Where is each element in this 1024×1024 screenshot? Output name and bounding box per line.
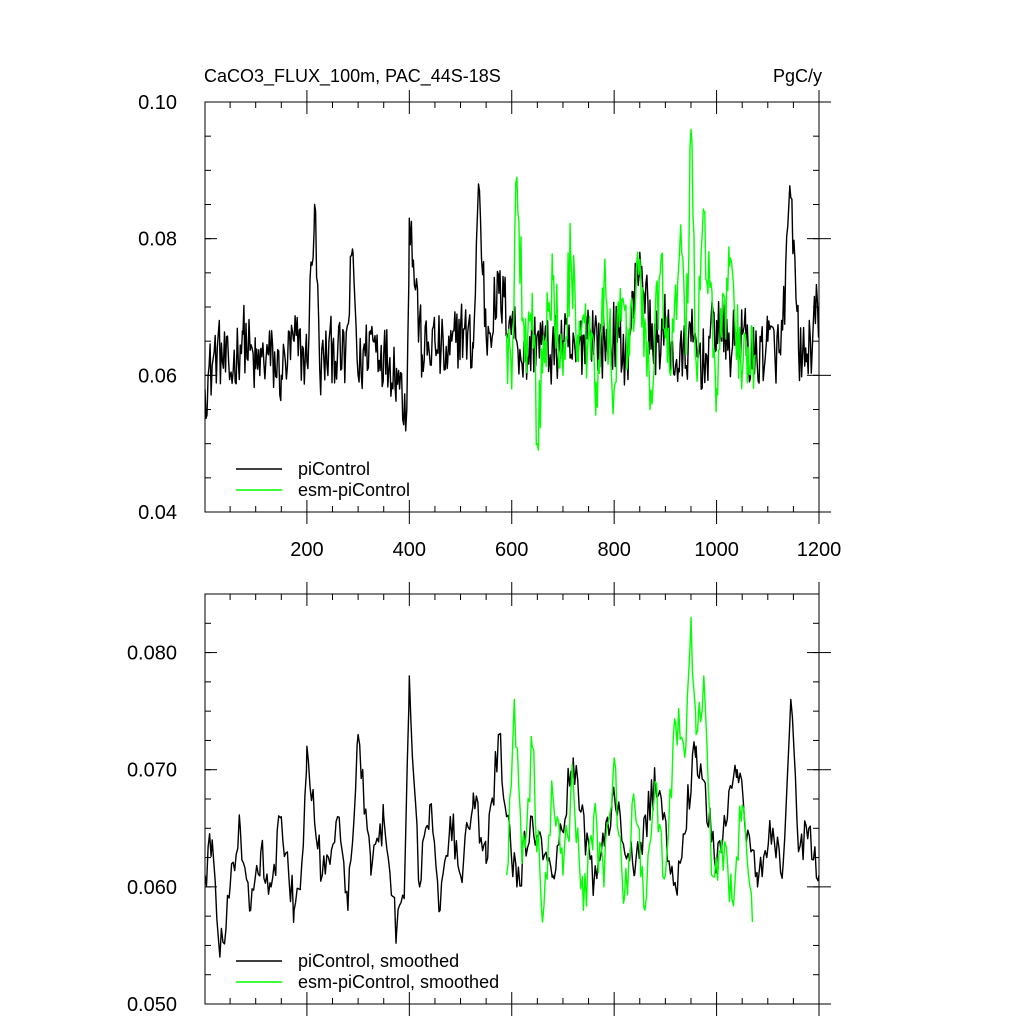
- top-plot-frame: [204, 101, 820, 513]
- series-line-esm-picontrol: [505, 128, 756, 451]
- bottom-plot-frame: [204, 593, 820, 1005]
- top-series-group: [205, 128, 819, 451]
- x-tick-label: 1200: [797, 539, 842, 561]
- y-tick-label: 0.060: [127, 877, 177, 899]
- y-tick-label: 0.070: [127, 760, 177, 782]
- y-tick-label: 0.08: [138, 229, 177, 251]
- series-line-picontrol-smoothed: [205, 675, 819, 958]
- legend-label-picontrol: piControl: [298, 459, 370, 479]
- top-panel: CaCO3_FLUX_100m, PAC_44S-18S PgC/y 0.040…: [138, 66, 841, 561]
- y-tick-label: 0.080: [127, 643, 177, 665]
- bottom-axis-ticks: 0.050 0.060 0.070 0.080: [127, 582, 831, 1016]
- y-tick-label: 0.050: [127, 994, 177, 1016]
- bottom-legend: piControl, smoothed esm-piControl, smoot…: [236, 951, 499, 992]
- x-tick-label: 400: [393, 539, 426, 561]
- series-line-picontrol: [205, 183, 819, 432]
- bottom-panel: 0.050 0.060 0.070 0.080 piControl, smoothed…: [127, 582, 831, 1016]
- legend-label-picontrol-smoothed: piControl, smoothed: [298, 951, 459, 971]
- y-tick-label: 0.10: [138, 92, 177, 114]
- chart-title: CaCO3_FLUX_100m, PAC_44S-18S: [204, 66, 501, 87]
- y-tick-label: 0.04: [138, 502, 177, 524]
- top-axis-ticks: 0.04 0.06 0.08 0.10 200 400 600 800 1000 1200: [138, 90, 841, 561]
- x-tick-label: 200: [290, 539, 323, 561]
- series-line-esm-picontrol-smoothed: [505, 616, 754, 923]
- bottom-series-group: [205, 616, 819, 958]
- legend-label-esm-picontrol-smoothed: esm-piControl, smoothed: [298, 972, 499, 992]
- top-legend: piControl esm-piControl: [236, 459, 410, 500]
- x-tick-label: 1000: [694, 539, 739, 561]
- y-tick-label: 0.06: [138, 365, 177, 387]
- x-tick-label: 800: [597, 539, 630, 561]
- x-tick-label: 600: [495, 539, 528, 561]
- legend-label-esm-picontrol: esm-piControl: [298, 480, 410, 500]
- units-label: PgC/y: [773, 66, 822, 86]
